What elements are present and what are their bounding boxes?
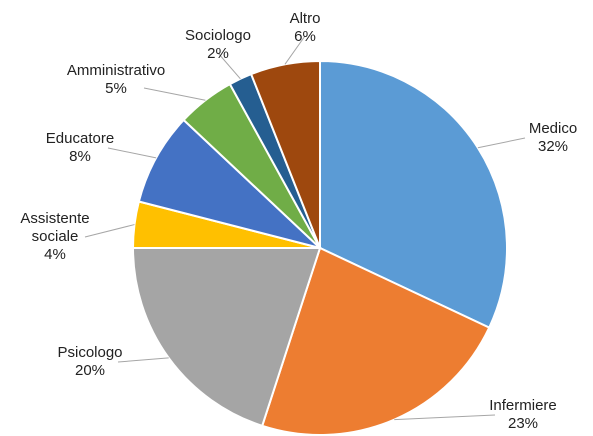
leader-line (143, 87, 206, 101)
category-label: Medico (528, 120, 578, 137)
leader-line (107, 147, 157, 159)
data-label: Educatore 8% (46, 130, 114, 166)
category-label: Sociologo (185, 27, 251, 44)
leader-line (284, 35, 306, 65)
leader-line (84, 224, 135, 238)
leader-line (117, 357, 169, 363)
value-label: 6% (294, 28, 316, 45)
data-label: Medico 32% (529, 120, 577, 156)
category-label: Assistente sociale (20, 210, 90, 245)
value-label: 4% (44, 246, 66, 263)
data-label: Amministrativo 5% (67, 62, 165, 98)
category-label: Psicologo (57, 344, 123, 361)
value-label: 23% (507, 415, 539, 432)
pie-slice (249, 59, 321, 249)
data-label: Infermiere 23% (489, 397, 557, 433)
leader-line (217, 52, 241, 80)
data-label: Altro 6% (290, 10, 321, 46)
data-label: Psicologo 20% (57, 344, 122, 380)
value-label: 32% (537, 138, 569, 155)
pie-slice (131, 247, 322, 428)
pie-slice (137, 118, 321, 249)
leader-line (477, 137, 526, 149)
category-label: Educatore (45, 130, 115, 147)
pie-slice (319, 59, 508, 329)
value-label: 5% (105, 80, 127, 97)
category-label: Amministrativo (66, 62, 166, 79)
category-label: Infermiere (489, 397, 557, 414)
value-label: 2% (207, 45, 229, 62)
category-label: Altro (289, 10, 321, 27)
data-label: Assistente sociale 4% (8, 210, 103, 264)
data-label: Sociologo 2% (185, 27, 251, 63)
value-label: 20% (74, 362, 106, 379)
leader-line (394, 414, 496, 421)
value-label: 8% (69, 148, 91, 165)
